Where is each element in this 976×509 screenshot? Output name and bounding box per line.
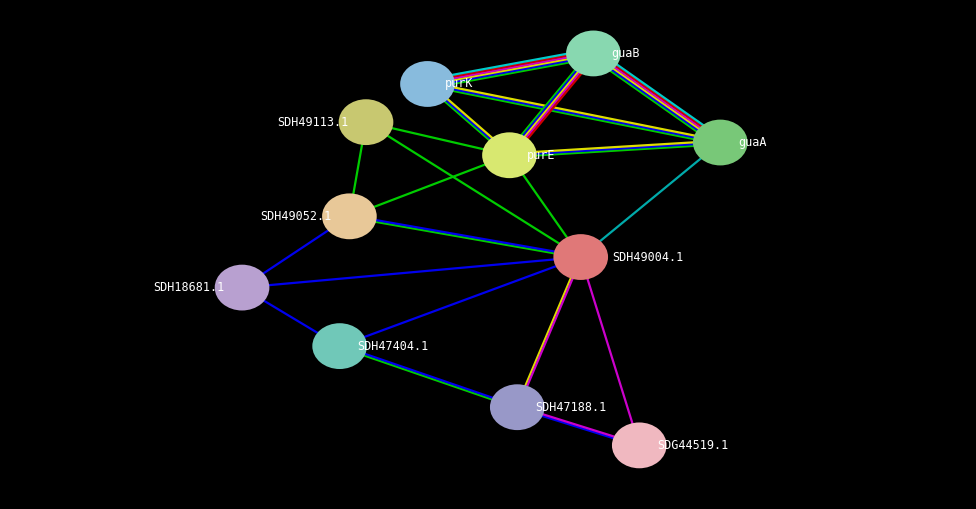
- Text: guaB: guaB: [611, 47, 639, 60]
- Ellipse shape: [490, 384, 545, 430]
- Ellipse shape: [312, 323, 367, 369]
- Ellipse shape: [612, 422, 667, 468]
- Text: SDH47404.1: SDH47404.1: [357, 340, 428, 353]
- Text: SDH49004.1: SDH49004.1: [612, 250, 683, 264]
- Ellipse shape: [566, 31, 621, 76]
- Text: SDH18681.1: SDH18681.1: [153, 281, 224, 294]
- Text: SDH49052.1: SDH49052.1: [261, 210, 332, 223]
- Text: SDH47188.1: SDH47188.1: [535, 401, 606, 414]
- Ellipse shape: [400, 61, 455, 107]
- Text: purE: purE: [527, 149, 555, 162]
- Ellipse shape: [482, 132, 537, 178]
- Ellipse shape: [339, 99, 393, 145]
- Text: SDG44519.1: SDG44519.1: [657, 439, 728, 452]
- Ellipse shape: [553, 234, 608, 280]
- Text: guaA: guaA: [738, 136, 766, 149]
- Ellipse shape: [693, 120, 748, 165]
- Ellipse shape: [215, 265, 269, 310]
- Text: purK: purK: [445, 77, 473, 91]
- Ellipse shape: [322, 193, 377, 239]
- Text: SDH49113.1: SDH49113.1: [277, 116, 348, 129]
